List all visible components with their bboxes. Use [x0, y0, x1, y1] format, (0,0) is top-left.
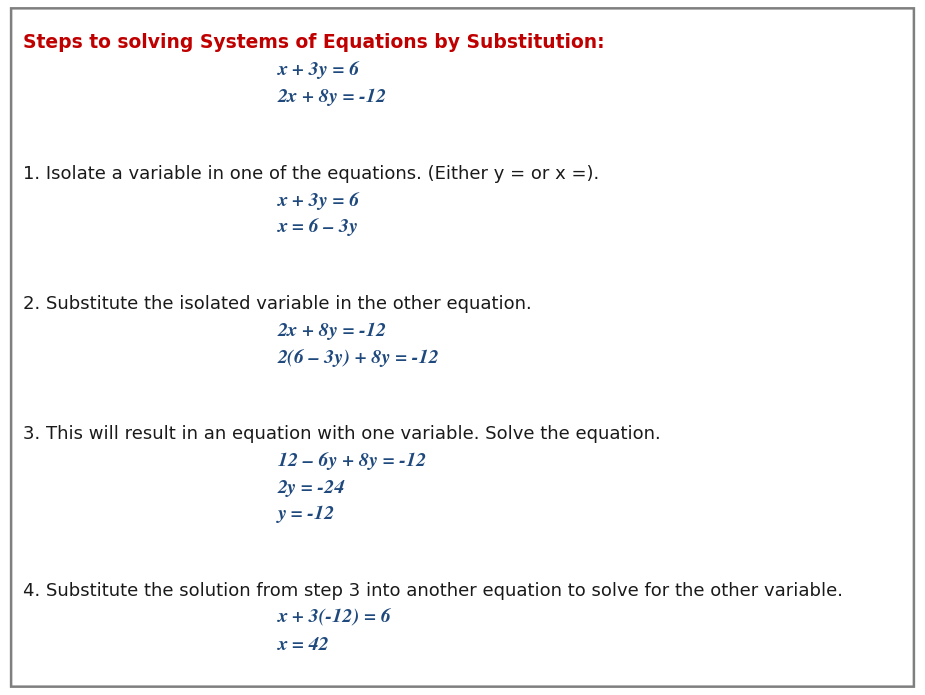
- Text: 2y = -24: 2y = -24: [278, 479, 345, 496]
- Text: 3. This will result in an equation with one variable. Solve the equation.: 3. This will result in an equation with …: [23, 425, 660, 443]
- Text: 4. Substitute the solution from step 3 into another equation to solve for the ot: 4. Substitute the solution from step 3 i…: [23, 582, 843, 600]
- Text: Steps to solving Systems of Equations by Substitution:: Steps to solving Systems of Equations by…: [23, 33, 605, 52]
- Text: x + 3y = 6: x + 3y = 6: [278, 192, 360, 210]
- FancyBboxPatch shape: [11, 8, 914, 687]
- Text: 2. Substitute the isolated variable in the other equation.: 2. Substitute the isolated variable in t…: [23, 295, 532, 313]
- Text: x = 42: x = 42: [278, 636, 329, 653]
- Text: 2x + 8y = -12: 2x + 8y = -12: [278, 322, 387, 340]
- Text: 1. Isolate a variable in one of the equations. (Either y = or x =).: 1. Isolate a variable in one of the equa…: [23, 165, 599, 183]
- Text: y = -12: y = -12: [278, 506, 335, 523]
- Text: x + 3y = 6: x + 3y = 6: [278, 61, 360, 79]
- Text: x = 6 – 3y: x = 6 – 3y: [278, 218, 358, 236]
- Text: x + 3(-12) = 6: x + 3(-12) = 6: [278, 610, 391, 627]
- Text: 12 – 6y + 8y = -12: 12 – 6y + 8y = -12: [278, 452, 426, 470]
- Text: 2(6 – 3y) + 8y = -12: 2(6 – 3y) + 8y = -12: [278, 349, 439, 366]
- Text: 2x + 8y = -12: 2x + 8y = -12: [278, 88, 387, 106]
